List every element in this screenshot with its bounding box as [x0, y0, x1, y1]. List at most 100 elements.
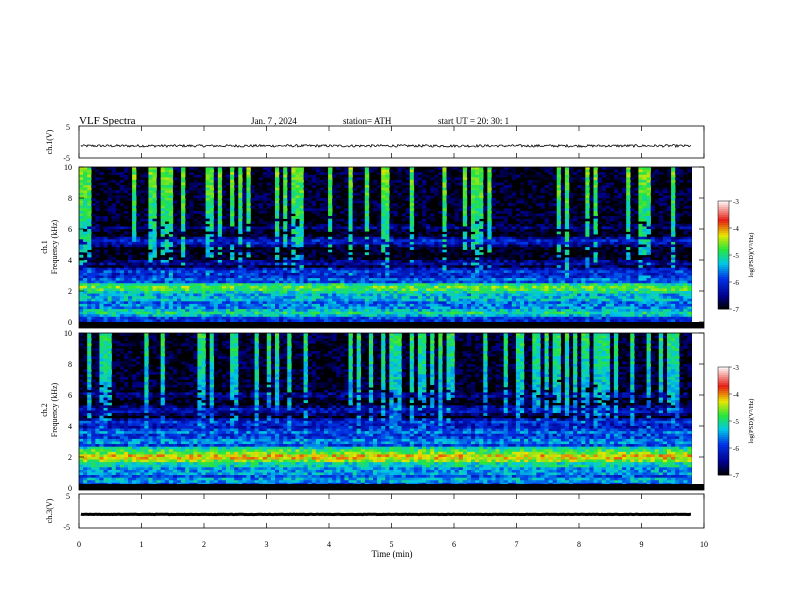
spectrogram-cell — [262, 239, 268, 243]
spectrogram-cell — [332, 218, 337, 222]
spectrogram-cell — [462, 205, 468, 209]
spectrogram-cell — [638, 260, 643, 263]
spectrogram-cell — [401, 195, 406, 199]
spectrogram-cell — [377, 244, 382, 248]
spectrogram-cell — [172, 200, 178, 204]
spectrogram-cell — [164, 247, 170, 250]
spectrogram-cell — [401, 229, 406, 232]
spectrogram-cell — [401, 270, 406, 274]
spectrogram-cell — [356, 254, 362, 258]
spectrogram-cell — [577, 267, 582, 271]
spectrogram-cell — [160, 182, 166, 186]
spectrogram-cell — [201, 203, 206, 207]
spectrogram-cell — [618, 236, 623, 240]
spectrogram-cell — [299, 260, 304, 263]
spectrogram-cell — [409, 172, 415, 176]
spectrogram-cell — [646, 213, 651, 217]
spectrogram-cell — [303, 272, 308, 276]
spectrogram-cell — [319, 280, 325, 284]
spectrogram-cell — [605, 239, 611, 243]
spectrogram-cell — [393, 226, 398, 230]
spectrogram-cell — [564, 244, 570, 248]
spectrogram-cell — [266, 174, 272, 178]
spectrogram-cell — [168, 262, 174, 266]
spectrogram-cell — [630, 226, 635, 230]
spectrogram-cell — [515, 200, 521, 204]
spectrogram-cell — [168, 198, 174, 201]
spectrogram-cell — [177, 229, 182, 232]
spectrogram-cell — [201, 218, 206, 222]
spectrogram-cell — [352, 198, 357, 201]
spectrogram-cell — [471, 192, 476, 196]
spectrogram-cell — [385, 198, 390, 201]
spectrogram-cell — [340, 234, 345, 238]
spectrogram-cell — [593, 208, 598, 212]
spectrogram-cell — [487, 208, 492, 212]
spectrogram-cell — [332, 278, 337, 281]
spectrogram-cell — [193, 257, 198, 261]
spectrogram-cell — [585, 275, 590, 279]
spectrogram-cell — [181, 169, 186, 173]
spectrogram-cell — [270, 187, 276, 191]
spectrogram-cell — [87, 182, 92, 186]
spectrogram-cell — [585, 205, 590, 209]
spectrogram-cell — [152, 252, 157, 256]
spectrogram-cell — [324, 208, 329, 212]
spectrogram-cell — [605, 278, 611, 281]
spectrogram-cell — [168, 195, 174, 199]
spectrogram-cell — [152, 280, 157, 284]
spectrogram-cell — [622, 270, 627, 274]
spectrogram-cell — [577, 226, 582, 230]
spectrogram-cell — [458, 275, 464, 279]
spectrogram-cell — [540, 239, 545, 243]
spectrogram-cell — [487, 231, 492, 235]
spectrogram-cell — [295, 275, 300, 279]
spectrogram-cell — [671, 167, 676, 170]
spectrogram-cell — [246, 198, 251, 201]
spectrogram-cell — [324, 241, 329, 245]
spectrogram-cell — [217, 203, 223, 207]
spectrogram-cell — [140, 236, 145, 240]
spectrogram-cell — [185, 254, 190, 258]
spectrogram-cell — [458, 236, 464, 240]
spectrogram-cell — [622, 185, 627, 188]
spectrogram-cell — [185, 234, 190, 238]
spectrogram-cell — [262, 221, 268, 225]
spectrogram-cell — [495, 200, 500, 204]
spectrogram-cell — [181, 257, 186, 261]
spectrogram-cell — [569, 218, 574, 222]
spectrogram-cell — [364, 195, 370, 199]
spectrogram-cell — [287, 247, 292, 250]
spectrogram-cell — [140, 267, 145, 271]
spectrogram-cell — [499, 260, 504, 263]
spectrogram-cell — [119, 174, 125, 178]
spectrogram-cell — [79, 177, 84, 181]
spectrogram-cell — [144, 198, 149, 201]
spectrogram-cell — [613, 236, 619, 240]
spectrogram-cell — [528, 213, 533, 217]
spectrogram-cell — [593, 167, 598, 170]
spectrogram-cell — [585, 260, 590, 263]
spectrogram-cell — [613, 229, 619, 232]
spectrogram-cell — [548, 257, 553, 261]
spectrogram-cell — [221, 167, 227, 170]
spectrogram-cell — [140, 252, 145, 256]
spectrogram-cell — [679, 179, 684, 183]
spectrogram-cell — [152, 241, 157, 245]
spectrogram-cell — [638, 172, 643, 176]
spectrogram-cell — [564, 221, 570, 225]
spectrogram-cell — [307, 239, 313, 243]
spectrogram-cell — [83, 223, 88, 227]
spectrogram-cell — [454, 247, 460, 250]
spectrogram-cell — [422, 262, 427, 266]
spectrogram-cell — [450, 239, 455, 243]
spectrogram-cell — [634, 267, 639, 271]
spectrogram-cell — [483, 179, 488, 183]
spectrogram-cell — [601, 223, 607, 227]
spectrogram-cell — [221, 203, 227, 207]
spectrogram-cell — [115, 198, 121, 201]
spectrogram-cell — [181, 223, 186, 227]
spectrogram-cell — [462, 185, 468, 188]
spectrogram-cell — [258, 280, 264, 284]
spectrogram-cell — [520, 244, 525, 248]
